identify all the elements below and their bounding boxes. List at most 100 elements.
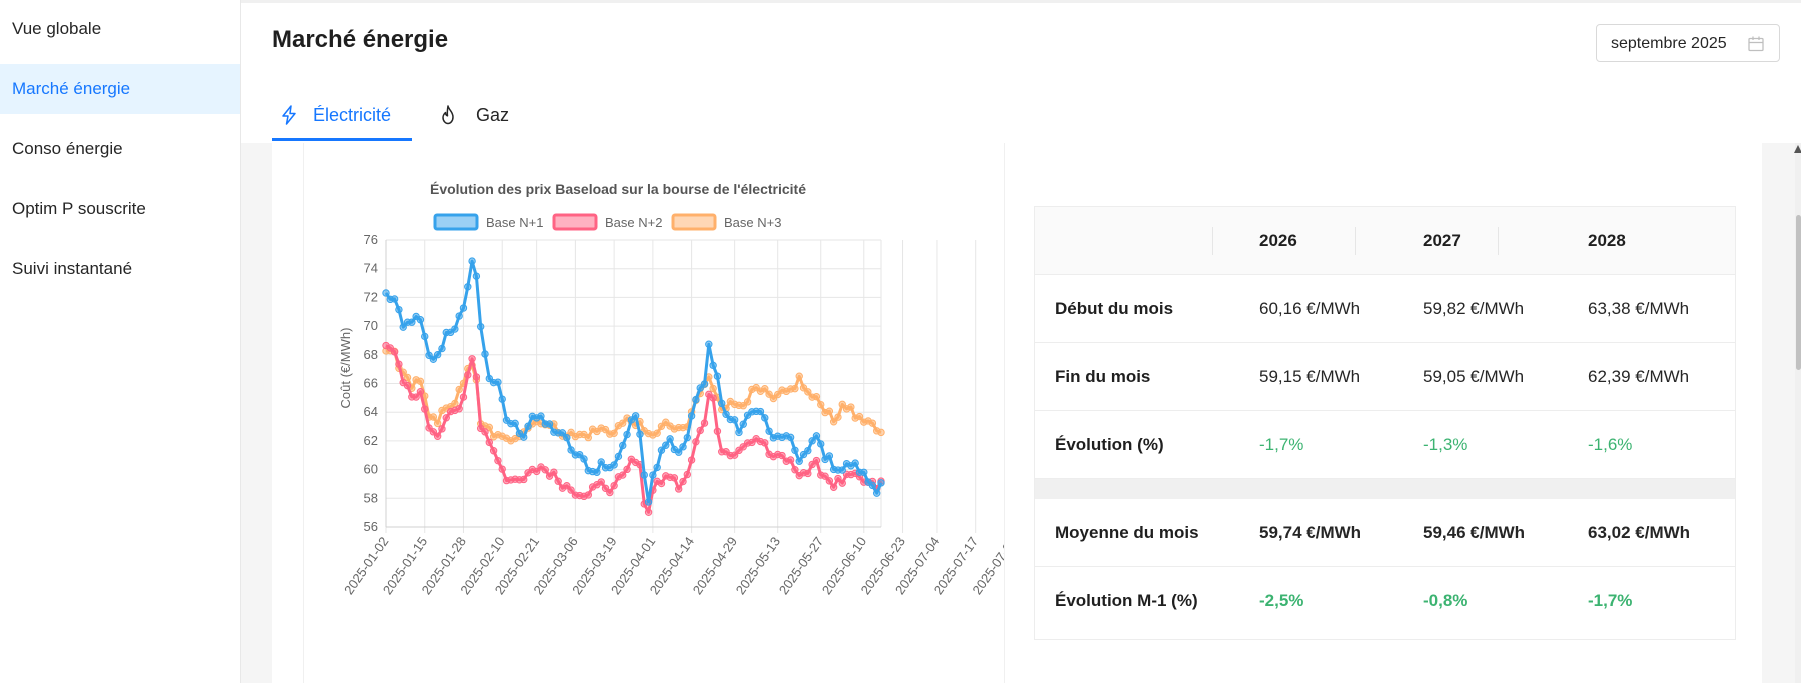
cell-value: 59,46 €/MWh (1423, 523, 1526, 542)
y-tick-label: 62 (364, 433, 378, 448)
data-point (541, 466, 549, 474)
data-point (468, 257, 476, 265)
legend-item: Base N+3 (671, 213, 781, 231)
y-tick-label: 58 (364, 490, 378, 505)
cell-evolution: -1,3% (1423, 435, 1468, 454)
data-point (584, 433, 593, 442)
cell-evolution: -1,6% (1588, 435, 1633, 454)
y-tick-label: 60 (364, 462, 378, 477)
data-point (847, 403, 855, 411)
cell-evolution: -1,7% (1259, 435, 1304, 454)
scrollbar-track[interactable] (1795, 143, 1801, 683)
cell-value: 60,16 €/MWh (1259, 299, 1361, 318)
data-point (390, 348, 399, 356)
data-point (778, 451, 786, 460)
data-point (709, 361, 717, 370)
cell-value: 63,38 €/MWh (1588, 299, 1690, 318)
data-point (812, 456, 821, 465)
data-point (494, 456, 502, 465)
data-point (817, 400, 825, 409)
data-point (851, 459, 859, 467)
data-point (657, 479, 666, 488)
data-point (524, 422, 532, 430)
data-point (653, 463, 661, 472)
data-point (550, 468, 558, 476)
date-picker-value: septembre 2025 (1611, 35, 1727, 52)
calendar-icon (1748, 36, 1764, 52)
data-point (442, 414, 450, 422)
data-point (623, 430, 631, 439)
data-point (481, 428, 489, 436)
month-date-picker[interactable]: septembre 2025 (1596, 24, 1780, 62)
y-axis-ticks: 56 58 60 62 64 66 68 70 72 74 76 (364, 232, 378, 534)
data-point (472, 272, 481, 280)
data-point (657, 446, 666, 454)
data-point (606, 488, 614, 497)
y-tick-label: 70 (364, 318, 378, 333)
data-point (545, 420, 554, 428)
flame-icon (442, 105, 454, 125)
legend-swatch (552, 213, 598, 231)
data-point (877, 428, 885, 437)
data-point (485, 423, 494, 432)
sidebar-item-marche-energie[interactable]: Marché énergie (0, 64, 240, 114)
series-base-n-3 (382, 346, 885, 445)
data-point (619, 471, 627, 479)
legend-swatch (671, 213, 717, 231)
scroll-up-arrow[interactable] (1794, 145, 1801, 153)
data-point (683, 470, 692, 479)
data-point (416, 388, 425, 396)
sidebar-item-suivi-instantane[interactable]: Suivi instantané (12, 259, 133, 278)
data-point (666, 435, 674, 443)
data-point (429, 428, 438, 436)
data-point (795, 457, 803, 465)
data-point (834, 413, 842, 421)
data-point (438, 344, 446, 353)
data-point (520, 475, 528, 484)
data-point (705, 340, 713, 348)
data-point (408, 318, 416, 326)
table-row-fin: Fin du mois 59,15 €/MWh 59,05 €/MWh 62,3… (1035, 343, 1735, 411)
data-point (403, 373, 412, 382)
data-point (429, 413, 438, 421)
data-point (804, 446, 812, 455)
data-point (838, 400, 846, 409)
data-point (644, 508, 653, 516)
data-point (433, 351, 442, 359)
data-point (433, 419, 442, 428)
sidebar: Vue globale Marché énergie Conso énergie… (0, 0, 241, 683)
data-point (627, 416, 636, 424)
data-point (554, 477, 562, 485)
data-point (472, 373, 481, 381)
data-point (735, 428, 743, 437)
sidebar-item-optim-p-souscrite[interactable]: Optim P souscrite (12, 199, 146, 218)
series-base-n-2 (382, 341, 885, 516)
cell-evolution: -1,7% (1588, 591, 1633, 610)
data-point (683, 433, 692, 442)
top-divider (241, 0, 1801, 3)
data-point (399, 323, 407, 331)
data-point (674, 485, 683, 493)
sidebar-item-conso-energie[interactable]: Conso énergie (12, 139, 123, 158)
sidebar-item-vue-globale[interactable]: Vue globale (12, 19, 102, 38)
y-tick-label: 72 (364, 289, 378, 304)
data-point (756, 407, 765, 416)
table-row-debut: Début du mois 60,16 €/MWh 59,82 €/MWh 63… (1035, 275, 1735, 343)
data-point (563, 482, 571, 490)
scrollbar-thumb[interactable] (1796, 215, 1801, 370)
chart-title: Évolution des prix Baseload sur la bours… (430, 181, 806, 197)
chart-grid (385, 239, 1140, 533)
data-point (679, 477, 687, 486)
y-axis-label: Coût (€/MWh) (338, 328, 353, 409)
data-point (485, 374, 494, 383)
chart-card: Évolution des prix Baseload sur la bours… (303, 143, 1145, 683)
data-point (761, 414, 769, 422)
data-point (709, 394, 717, 402)
data-point (580, 455, 588, 463)
data-point (485, 438, 494, 447)
data-point (649, 471, 657, 479)
tab-electricite[interactable]: Électricité (272, 96, 412, 142)
data-point (804, 388, 812, 396)
tab-gaz[interactable]: Gaz (437, 96, 527, 142)
data-point (636, 430, 644, 438)
